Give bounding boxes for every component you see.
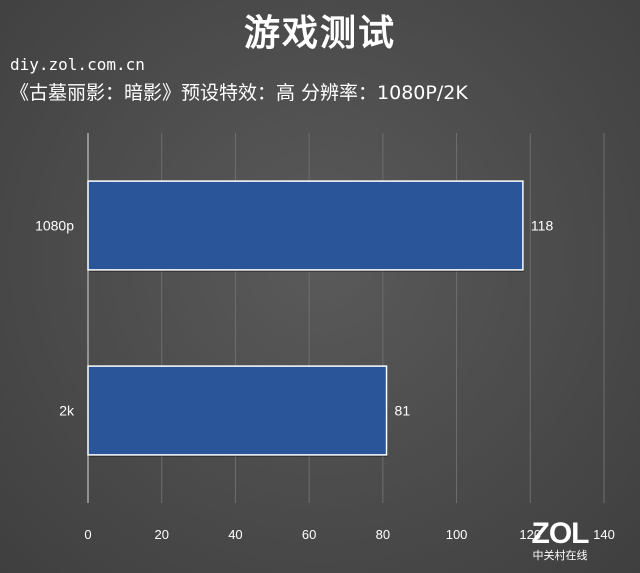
- bar-2k: [87, 365, 388, 456]
- x-tick-label-40: 40: [228, 527, 242, 542]
- category-label-1080p: 1080p: [35, 218, 74, 234]
- zol-logo-mark: ZOL: [531, 517, 590, 550]
- chart-subtitle: 《古墓丽影：暗影》预设特效：高 分辨率：1080P/2K: [10, 82, 468, 104]
- bars: [87, 180, 524, 457]
- bar-1080p: [87, 180, 524, 271]
- source-url: diy.zol.com.cn: [10, 55, 145, 74]
- data-label-1080p: 118: [531, 218, 554, 234]
- x-tick-label-0: 0: [84, 527, 91, 542]
- labels: 0 20 40 60 80 100 120 140 1080p 118 2k 81: [35, 218, 615, 543]
- zol-logo-subtext: 中关村在线: [532, 549, 588, 562]
- x-tick-label-140: 140: [593, 527, 615, 542]
- chart-title: 游戏测试: [243, 13, 396, 54]
- zol-logo: ZOL 中关村在线: [520, 519, 600, 563]
- category-label-2k: 2k: [59, 403, 75, 419]
- x-tick-label-80: 80: [376, 527, 390, 542]
- x-tick-label-20: 20: [154, 527, 168, 542]
- data-label-2k: 81: [395, 403, 411, 419]
- x-tick-label-60: 60: [302, 527, 316, 542]
- x-tick-label-100: 100: [446, 527, 468, 542]
- x-tick-label-120: 120: [519, 527, 541, 542]
